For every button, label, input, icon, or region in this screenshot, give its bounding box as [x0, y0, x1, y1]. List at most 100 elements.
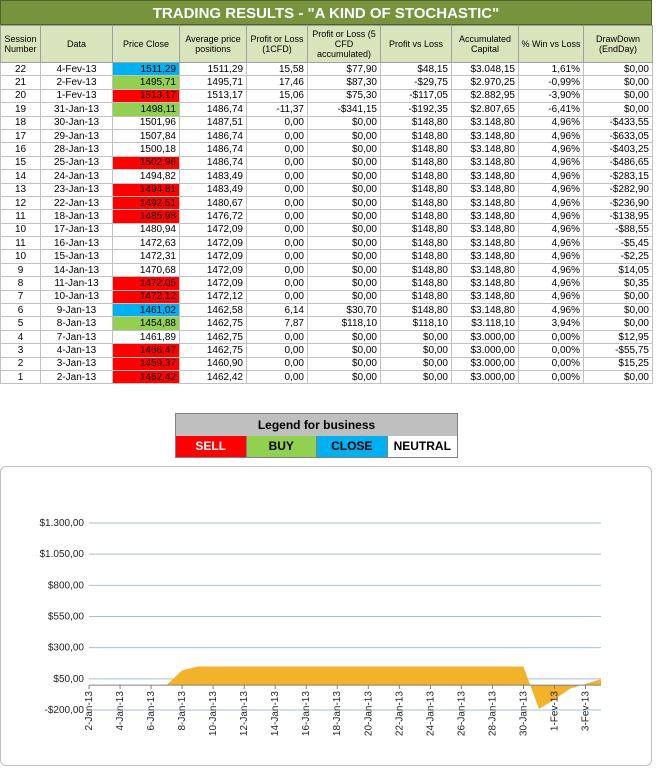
cell-avg: 1495,71 — [179, 75, 247, 90]
cell-pvl: $148,80 — [380, 182, 452, 197]
cell-capital: $3.148,80 — [451, 182, 519, 197]
cell-price: 1498,11 — [112, 102, 180, 117]
table-header-row: Session Number Data Price Close Average … — [0, 25, 653, 63]
cell-price: 1501,96 — [112, 115, 180, 130]
x-tick-label: 10-Jan-13 — [208, 691, 219, 736]
table-row: 17 29-Jan-13 1507,84 1486,74 0,00 $0,00 $148,8… — [0, 128, 653, 144]
cell-session: 16 — [0, 142, 41, 157]
cell-pl1: 0,00 — [246, 236, 308, 251]
cell-pl5: $0,00 — [307, 236, 381, 251]
cell-dd: $0,00 — [583, 88, 653, 104]
cell-session: 21 — [0, 75, 41, 90]
cell-pl5: -$341,15 — [307, 102, 381, 117]
cell-pl5: $0,00 — [307, 195, 381, 211]
table-row: 18 30-Jan-13 1501,96 1487,51 0,00 $0,00 $148,8… — [0, 115, 653, 130]
table-row: 21 2-Fev-13 1495,71 1495,71 17,46 $87,30 -$29,… — [0, 75, 653, 90]
table-row: 4 7-Jan-13 1461,89 1462,75 0,00 $0,00 $0,00 $3.… — [0, 329, 653, 345]
cell-capital: $2.807,65 — [451, 102, 519, 117]
cell-avg: 1486,74 — [179, 142, 247, 157]
table-row: 9 14-Jan-13 1470,68 1472,09 0,00 $0,00 $148,80… — [0, 262, 653, 278]
cell-avg: 1480,67 — [179, 195, 247, 211]
cell-date: 11-Jan-13 — [40, 276, 113, 291]
cell-avg: 1472,12 — [179, 289, 247, 305]
x-tick-label: 1-Fev-13 — [549, 691, 560, 731]
cell-pvl: $148,80 — [380, 195, 452, 211]
cell-capital: $3.148,80 — [451, 209, 519, 224]
cell-win: 4,96% — [518, 182, 584, 197]
x-tick-label: 6-Jan-13 — [146, 691, 157, 731]
cell-session: 17 — [0, 128, 41, 144]
cell-capital: $3.148,80 — [451, 276, 519, 291]
cell-avg: 1486,74 — [179, 102, 247, 117]
cell-pvl: $148,80 — [380, 236, 452, 251]
table-row: 8 11-Jan-13 1472,05 1472,09 0,00 $0,00 $148,80… — [0, 276, 653, 291]
table-row: 11 18-Jan-13 1485,98 1476,72 0,00 $0,00 $148,8… — [0, 209, 653, 224]
cell-date: 15-Jan-13 — [40, 249, 113, 264]
cell-session: 14 — [0, 169, 41, 184]
cell-pl1: 0,00 — [246, 142, 308, 157]
cell-pvl: $148,80 — [380, 303, 452, 318]
table-body: 22 4-Fev-13 1511,29 1511,29 15,58 $77,90 $48,1… — [0, 61, 653, 385]
table-row: 12 22-Jan-13 1492,51 1480,67 0,00 $0,00 $148,8… — [0, 195, 653, 211]
cell-pl5: $0,00 — [307, 169, 381, 184]
cell-capital: $3.148,80 — [451, 155, 519, 171]
cell-pl1: -11,37 — [246, 102, 308, 117]
area-series — [89, 666, 601, 710]
cell-avg: 1462,58 — [179, 303, 247, 318]
column-header: Price Close — [112, 25, 180, 63]
cell-dd: $0,00 — [583, 316, 653, 331]
column-header: Average price positions — [179, 25, 247, 63]
cell-pl5: $0,00 — [307, 209, 381, 224]
cell-win: 4,96% — [518, 142, 584, 157]
column-header: Profit or Loss (5 CFD accumulated) — [307, 25, 381, 63]
cell-pl5: $0,00 — [307, 343, 381, 358]
table-row: 11 16-Jan-13 1472,63 1472,09 0,00 $0,00 $148,8… — [0, 236, 653, 251]
cell-avg: 1513,17 — [179, 88, 247, 104]
cell-dd: -$283,15 — [583, 169, 653, 184]
cell-pl1: 0,00 — [246, 209, 308, 224]
cell-price: 1513,17 — [112, 88, 180, 104]
cell-pvl: -$29,75 — [380, 75, 452, 90]
cell-win: 4,96% — [518, 262, 584, 278]
cell-win: 4,96% — [518, 249, 584, 264]
cell-pl5: $0,00 — [307, 222, 381, 238]
cell-price: 1461,89 — [112, 329, 180, 345]
cell-capital: $3.000,00 — [451, 329, 519, 345]
cell-session: 19 — [0, 102, 41, 117]
table-row: 10 17-Jan-13 1480,94 1472,09 0,00 $0,00 $148,8… — [0, 222, 653, 238]
cell-capital: $2.882,95 — [451, 88, 519, 104]
cell-date: 28-Jan-13 — [40, 142, 113, 157]
table-row: 5 8-Jan-13 1454,88 1462,75 7,87 $118,10 $118,1… — [0, 316, 653, 331]
cell-capital: $3.148,80 — [451, 169, 519, 184]
cell-pvl: $48,15 — [380, 61, 452, 77]
cell-dd: $15,25 — [583, 356, 653, 371]
cell-price: 1507,84 — [112, 128, 180, 144]
cell-win: 0,00% — [518, 369, 584, 385]
cell-date: 7-Jan-13 — [40, 329, 113, 345]
cell-date: 14-Jan-13 — [40, 262, 113, 278]
column-header: Session Number — [0, 25, 41, 63]
cell-pl1: 15,06 — [246, 88, 308, 104]
cell-dd: $14,05 — [583, 262, 653, 278]
x-tick-label: 2-Jan-13 — [84, 691, 95, 731]
x-tick-label: 3-Fev-13 — [580, 691, 591, 731]
table-row: 3 4-Jan-13 1466,47 1462,75 0,00 $0,00 $0,00 $3.… — [0, 343, 653, 358]
cell-win: 4,96% — [518, 303, 584, 318]
cell-pl1: 0,00 — [246, 115, 308, 130]
cell-capital: $3.000,00 — [451, 369, 519, 385]
cell-session: 22 — [0, 61, 41, 77]
legend-row: SELL BUY CLOSE NEUTRAL — [176, 436, 457, 457]
cell-price: 1500,18 — [112, 142, 180, 157]
cell-price: 1461,02 — [112, 303, 180, 318]
y-tick-label: $550,00 — [48, 612, 85, 623]
cell-avg: 1472,09 — [179, 262, 247, 278]
cell-pl1: 0,00 — [246, 169, 308, 184]
cell-pl1: 0,00 — [246, 249, 308, 264]
cell-date: 31-Jan-13 — [40, 102, 113, 117]
cell-pvl: $148,80 — [380, 249, 452, 264]
table-row: 1 2-Jan-13 1462,42 1462,42 0,00 $0,00 $0,00 $3.… — [0, 369, 653, 385]
cell-pl5: $87,30 — [307, 75, 381, 90]
y-tick-label: $300,00 — [48, 643, 85, 654]
cell-pvl: $148,80 — [380, 169, 452, 184]
cell-capital: $3.148,80 — [451, 195, 519, 211]
